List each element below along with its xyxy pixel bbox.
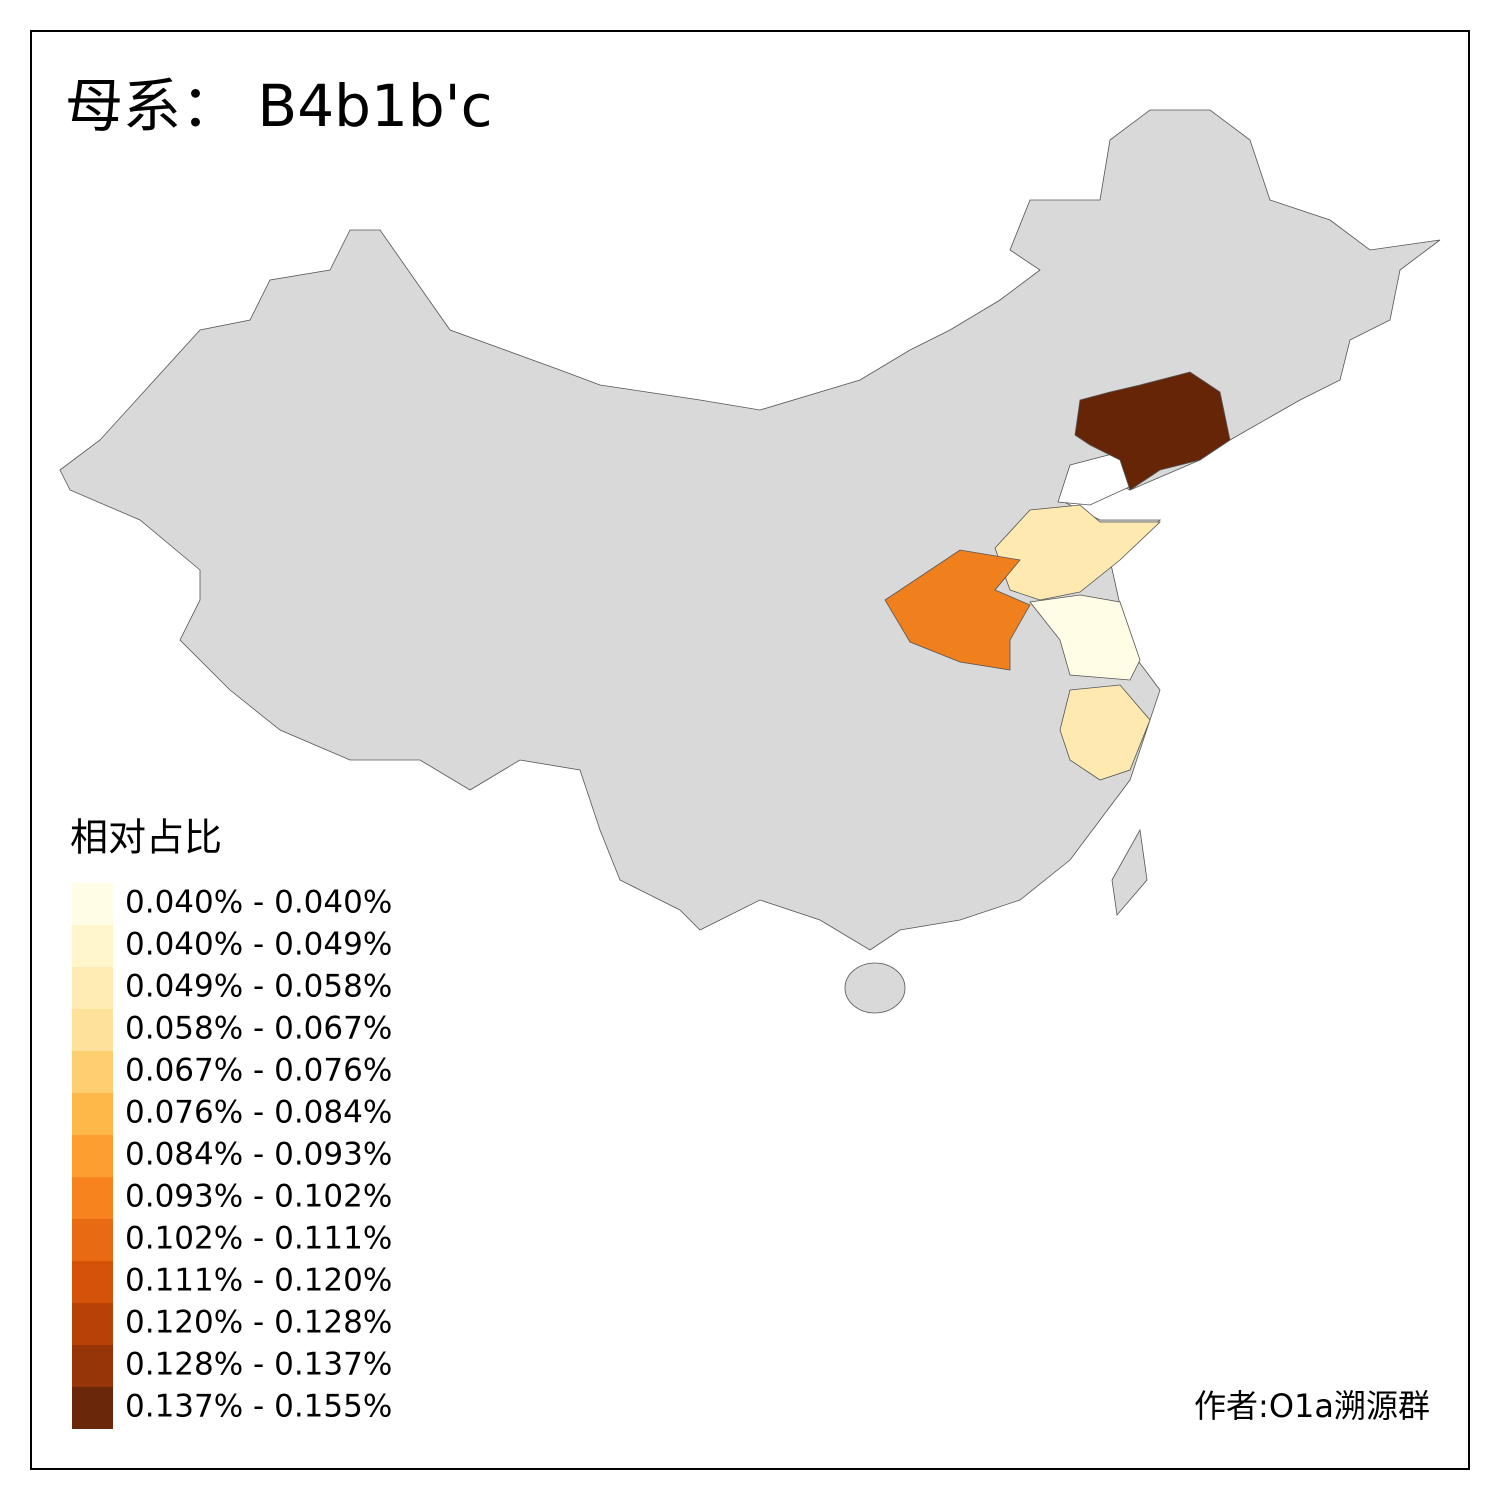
region-liaoning — [1074, 371, 1231, 491]
legend-label: 0.040% - 0.040% — [125, 885, 392, 921]
region-zhejiang — [1059, 684, 1151, 781]
region-henan — [884, 549, 1031, 671]
map — [59, 109, 1441, 1014]
legend-swatch — [72, 967, 113, 1009]
legend-title: 相对占比 — [70, 816, 222, 860]
legend-swatch — [72, 925, 113, 967]
legend-swatch — [72, 1051, 113, 1093]
legend-label: 0.102% - 0.111% — [125, 1221, 392, 1257]
region-shandong — [994, 504, 1162, 601]
legend-swatch — [72, 1177, 113, 1219]
legend-swatch — [72, 1303, 113, 1345]
legend-label: 0.084% - 0.093% — [125, 1137, 392, 1173]
map-title: 母系： B4b1b'c — [65, 72, 493, 140]
credit: 作者:O1a溯源群 — [1194, 1387, 1430, 1425]
island-hainan — [844, 962, 906, 1014]
island-taiwan — [1111, 828, 1148, 916]
legend-label: 0.058% - 0.067% — [125, 1011, 392, 1047]
region-jiangsu — [1029, 594, 1141, 681]
legend-label: 0.111% - 0.120% — [125, 1263, 392, 1299]
legend-swatch — [72, 1345, 113, 1387]
legend-label: 0.049% - 0.058% — [125, 969, 392, 1005]
legend-label: 0.093% - 0.102% — [125, 1179, 392, 1215]
legend-swatch — [72, 1093, 113, 1135]
legend-label: 0.128% - 0.137% — [125, 1347, 392, 1383]
legend-swatch — [72, 1135, 113, 1177]
legend-label: 0.120% - 0.128% — [125, 1305, 392, 1341]
legend-swatch — [72, 1009, 113, 1051]
legend-swatch — [72, 883, 113, 925]
legend-label: 0.137% - 0.155% — [125, 1389, 392, 1425]
legend-swatch — [72, 1261, 113, 1303]
legend-label: 0.076% - 0.084% — [125, 1095, 392, 1131]
legend: 0.040% - 0.040% 0.040% - 0.049% 0.049% - 0… — [72, 883, 392, 1429]
legend-swatch — [72, 1387, 113, 1429]
legend-label: 0.067% - 0.076% — [125, 1053, 392, 1089]
legend-label: 0.040% - 0.049% — [125, 927, 392, 963]
legend-swatch — [72, 1219, 113, 1261]
